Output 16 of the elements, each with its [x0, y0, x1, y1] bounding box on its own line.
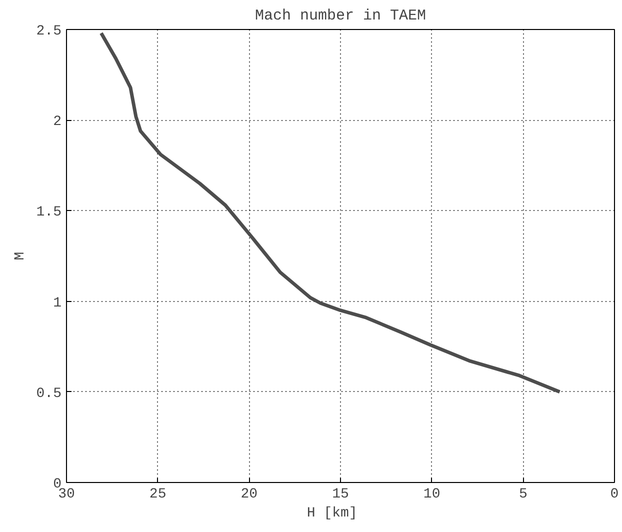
x-axis-title: H [km]	[306, 506, 358, 522]
chart-title: Mach number in TAEM	[254, 8, 426, 24]
y-axis-title: M	[12, 252, 28, 260]
y-tick-label: 2	[53, 114, 62, 130]
x-tick-label: 15	[332, 486, 349, 502]
line-series	[99, 31, 562, 394]
y-tick-label: 2.5	[36, 24, 62, 40]
x-tick-label: 25	[149, 486, 166, 502]
x-tick-label: 5	[518, 486, 528, 502]
y-tick-label: 1	[53, 295, 62, 312]
y-tick-label: 0.5	[36, 386, 62, 402]
x-tick-label: 0	[610, 486, 619, 502]
x-tick-label: 30	[58, 486, 75, 502]
x-tick-label: 10	[423, 486, 440, 502]
y-tick-label: 1.5	[36, 204, 62, 221]
x-tick-label: 20	[240, 486, 258, 502]
